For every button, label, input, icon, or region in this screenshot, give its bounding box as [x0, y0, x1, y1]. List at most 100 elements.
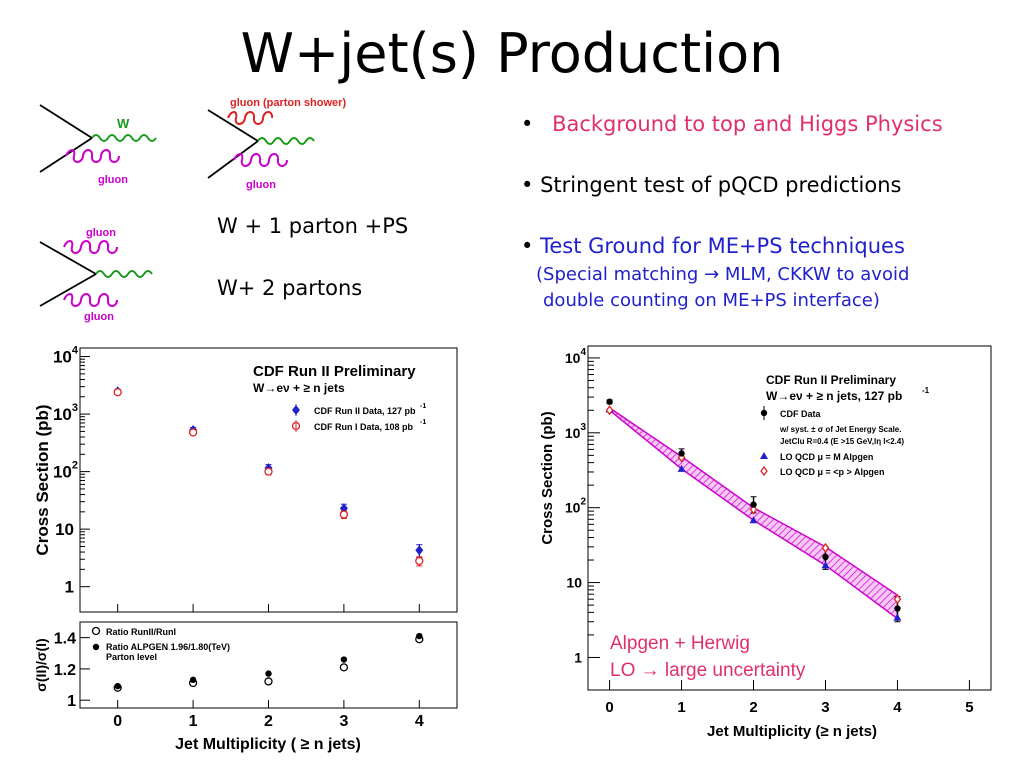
chart-subtitle: W→eν + ≥ n jets	[253, 381, 345, 395]
gluon-line	[63, 293, 118, 307]
model-point	[893, 594, 902, 605]
x-axis-label: Jet Multiplicity (≥ n jets)	[707, 723, 877, 740]
x-tick-label: 0	[605, 699, 613, 716]
ratio-legend-marker	[92, 643, 100, 651]
data-point	[415, 556, 424, 566]
x-tick-label: 2	[264, 713, 273, 730]
sub-bullet-line-2: double counting on ME+PS interface)	[543, 290, 880, 311]
w-label: W	[117, 116, 130, 131]
ratio-legend-label-line2: Parton level	[106, 652, 157, 662]
data-point	[822, 553, 829, 561]
parton-shower-label: gluon (parton shower)	[230, 97, 346, 109]
gluon-label: gluon	[98, 174, 128, 186]
ratio-y-tick-label: 1.4	[54, 631, 76, 648]
gluon-line	[233, 153, 288, 167]
y-axis-label: Cross Section (pb)	[33, 404, 52, 555]
data-point	[606, 398, 613, 405]
chart-title: CDF Run II Preliminary	[766, 373, 896, 387]
left-cross-section-chart: 104 103 102 1 0 1 Cross Section (pb) CDF Run II…	[33, 345, 458, 753]
bullet-pqcd: • Stringent test of pQCD predictions	[521, 173, 901, 197]
y-axis-label: Cross Section (pb)	[539, 411, 556, 544]
data-point	[264, 467, 273, 476]
gluon-label: gluon	[86, 227, 116, 239]
ratio-point	[264, 677, 273, 686]
feynman-diagram-2: gluon (parton shower) gluon	[207, 97, 346, 191]
sub-bullet-line-1: (Special matching → MLM, CKKW to avoid	[536, 264, 910, 285]
ratio-y-tick-label: 1.2	[54, 662, 76, 679]
y-tick-label: 1	[65, 578, 74, 597]
bullet-pqcd-text: Stringent test of pQCD predictions	[540, 173, 902, 197]
bullet-background: • Background to top and Higgs Physics	[521, 112, 943, 136]
data-point	[339, 503, 348, 514]
chart-subtitle: W→eν + ≥ n jets, 127 pb	[766, 389, 902, 403]
gluon-line	[65, 149, 120, 163]
x-tick-label: 4	[415, 713, 424, 730]
model-point	[677, 464, 686, 472]
x-tick-label: 5	[965, 699, 973, 716]
y-tick-label: 1	[574, 649, 582, 665]
legend-marker	[760, 409, 768, 417]
ratio-point	[265, 670, 272, 677]
legend-label: CDF Run II Data, 127 pb	[314, 406, 416, 416]
legend-label: LO QCD μ = <p > Alpgen	[780, 467, 884, 477]
ratio-y-tick-label: 1	[67, 693, 76, 710]
w-boson-line	[257, 137, 315, 145]
ratio-point	[416, 632, 423, 640]
feynman-diagram-3: gluon gluon	[39, 227, 153, 323]
parton-shower-gluon-line	[227, 111, 274, 125]
data-point	[415, 545, 424, 556]
x-axis-label: Jet Multiplicity ( ≥ n jets)	[175, 736, 361, 753]
feynman-diagram-1: W gluon	[39, 104, 157, 186]
bullet-marker: •	[521, 234, 534, 258]
legend-superscript: -1	[420, 403, 426, 410]
gluon-label: gluon	[84, 311, 114, 323]
legend-syst-line1: w/ syst. ± σ of Jet Energy Scale.	[779, 425, 901, 434]
feynman-caption-2: W+ 2 partons	[217, 276, 363, 300]
feynman-caption-1: W + 1 parton +PS	[217, 214, 409, 238]
chart-title: CDF Run II Preliminary	[253, 363, 416, 380]
top-plot-frame	[79, 347, 458, 613]
y-tick-label: 102	[565, 497, 587, 516]
ratio-y-axis-label: σ(II)/σ(I)	[33, 638, 49, 691]
y-tick-label: 103	[565, 422, 587, 441]
ratio-point	[114, 682, 121, 690]
data-point	[678, 450, 685, 457]
data-point	[339, 510, 349, 519]
subtitle-superscript: -1	[922, 386, 930, 395]
data-point	[894, 605, 901, 612]
x-tick-label: 3	[339, 713, 348, 730]
ratio-plot-frame	[79, 621, 458, 709]
legend-superscript: -1	[420, 419, 426, 426]
annotation-line-2: LO → large uncertainty	[610, 660, 806, 681]
ratio-legend-label: Ratio ALPGEN 1.96/1.80(TeV)	[106, 642, 230, 652]
bullet-marker: •	[521, 173, 534, 197]
legend-syst-line2: JetClu R=0.4 (E >15 GeV,lη l<2.4)	[780, 437, 904, 446]
y-tick-label: 104	[53, 345, 79, 367]
legend-label: CDF Data	[780, 409, 821, 419]
x-tick-label: 4	[893, 699, 902, 716]
bullet-background-text: Background to top and Higgs Physics	[552, 112, 943, 136]
ratio-point	[339, 663, 349, 672]
x-tick-label: 0	[113, 713, 122, 730]
legend-label: CDF Run I Data, 108 pb	[314, 422, 414, 432]
legend-marker	[760, 452, 768, 459]
model-point	[821, 561, 830, 569]
x-tick-label: 1	[677, 699, 685, 716]
model-point	[605, 405, 614, 416]
y-tick-label: 102	[53, 460, 78, 482]
y-tick-label: 10	[566, 575, 582, 591]
y-tick-label: 104	[565, 347, 587, 366]
w-boson-line	[91, 134, 157, 142]
plot-frame	[587, 345, 992, 691]
gluon-label: gluon	[246, 179, 276, 191]
model-point	[821, 542, 830, 554]
model-point	[893, 613, 902, 621]
gluon-line	[63, 240, 118, 254]
bullet-me-ps: • Test Ground for ME+PS techniques	[521, 234, 905, 258]
x-tick-label: 1	[189, 713, 198, 730]
y-tick-label: 103	[53, 402, 78, 424]
data-point	[113, 388, 122, 397]
bullet-marker: •	[521, 112, 534, 136]
